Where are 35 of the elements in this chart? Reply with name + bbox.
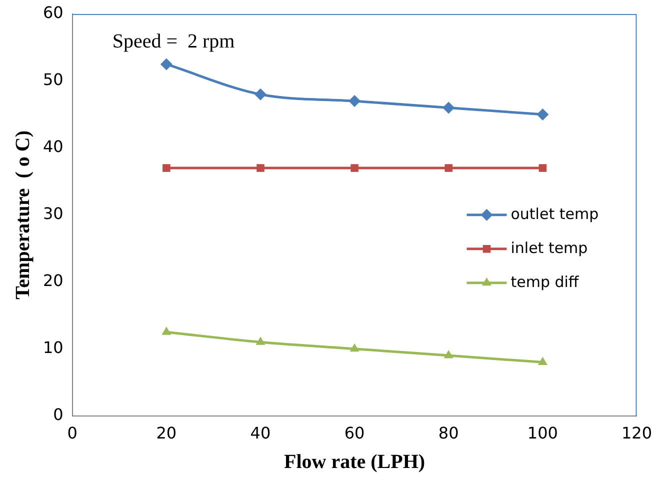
point <box>256 336 266 345</box>
point <box>162 164 170 172</box>
point <box>538 164 547 172</box>
y-tick-label: 40 <box>43 137 64 156</box>
x-axis-title: Flow rate (LPH) <box>284 451 426 474</box>
point <box>442 102 455 114</box>
y-tick-label: 20 <box>43 271 64 290</box>
point <box>350 164 358 172</box>
x-tick-label: 60 <box>344 424 365 443</box>
point <box>254 88 266 100</box>
y-tick-label: 0 <box>53 404 64 424</box>
legend-label: temp diff <box>510 272 580 291</box>
point <box>536 108 549 120</box>
point <box>444 164 452 172</box>
x-tick-label: 0 <box>67 424 78 443</box>
x-tick-label: 120 <box>621 424 652 443</box>
point <box>160 58 172 70</box>
point <box>348 95 361 108</box>
point <box>538 356 548 365</box>
y-tick-label: 10 <box>43 338 64 357</box>
x-tick-label: 80 <box>438 424 459 443</box>
annotation: Speed = 2 rpm <box>112 30 236 52</box>
point <box>256 164 264 172</box>
y-tick-label: 30 <box>43 204 64 224</box>
x-tick-label: 40 <box>250 424 271 443</box>
point <box>444 350 454 358</box>
legend-label: inlet temp <box>510 238 588 257</box>
x-tick-label: 20 <box>156 424 177 443</box>
y-tick-label: 60 <box>43 3 64 22</box>
legend-label: outlet temp <box>510 204 599 223</box>
y-tick-label: 50 <box>43 70 64 90</box>
point <box>162 326 172 335</box>
y-axis-title: Temperature ( o C) <box>12 130 34 300</box>
x-tick-label: 100 <box>527 424 558 443</box>
point <box>350 343 360 352</box>
